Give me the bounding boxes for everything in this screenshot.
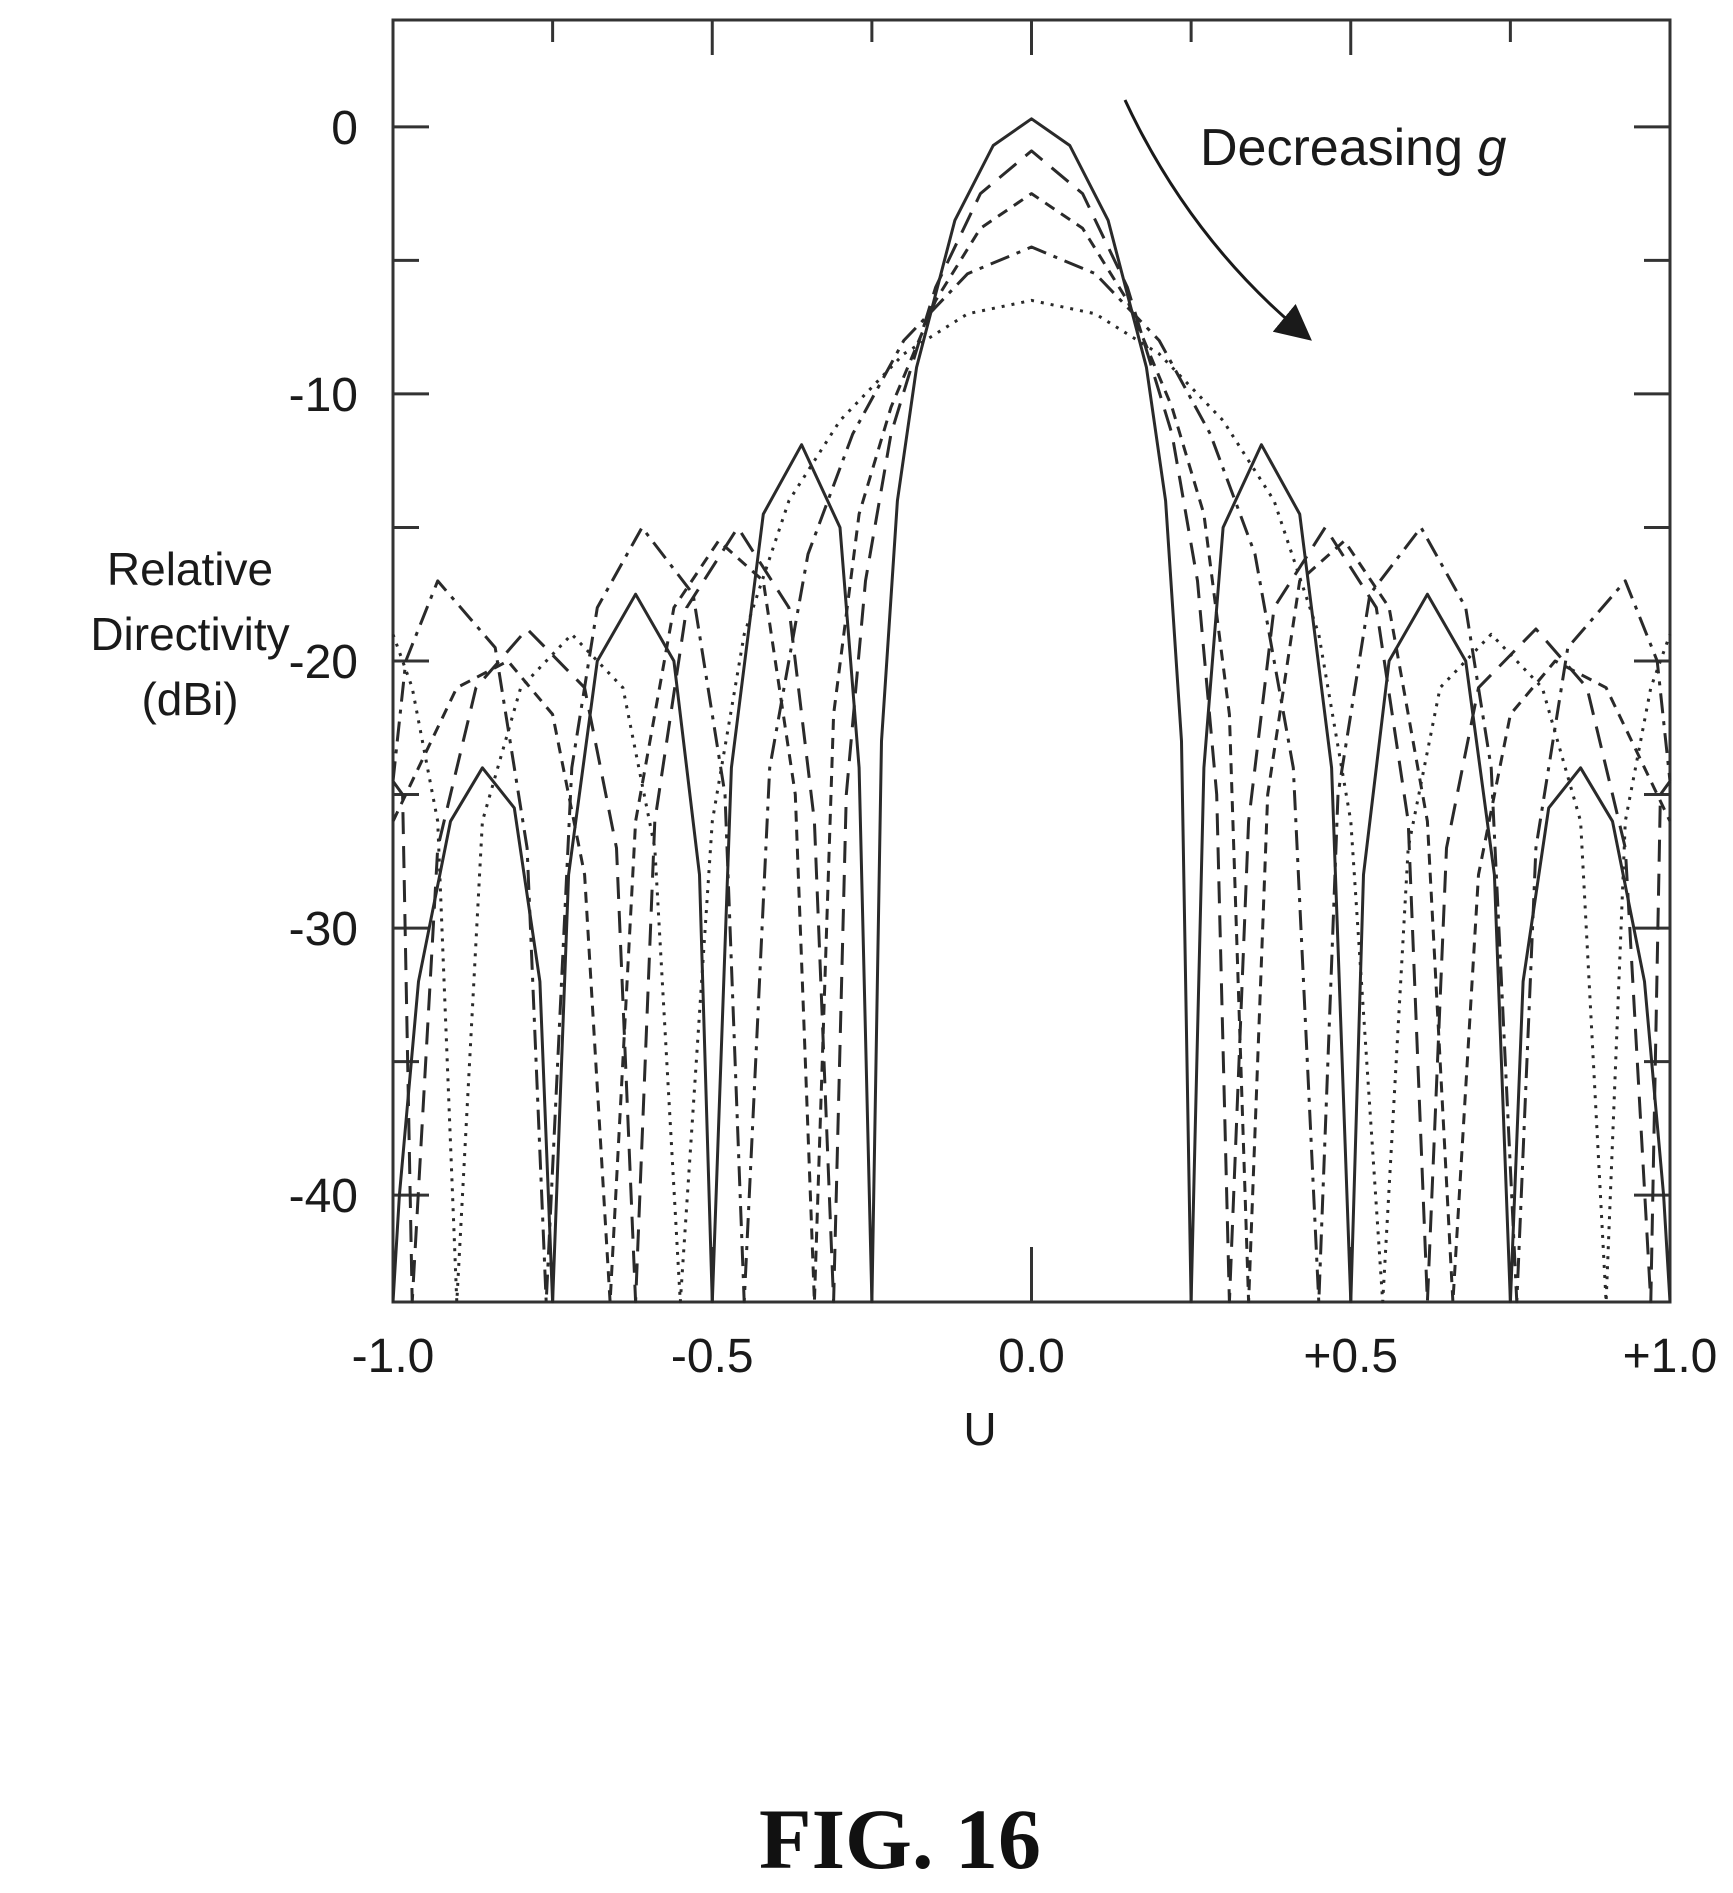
plot-frame <box>391 18 1672 1304</box>
annotation-arrow <box>1123 99 1312 341</box>
series-line-solid <box>391 117 1672 1304</box>
figure-caption: FIG. 16 <box>759 1791 1041 1887</box>
y-axis-title-line-1: Relative <box>107 543 273 595</box>
y-tick-label: -30 <box>289 903 358 956</box>
y-tick-label: -20 <box>289 636 358 689</box>
x-tick-label: -0.5 <box>671 1330 754 1383</box>
x-tick-label: +0.5 <box>1303 1330 1398 1383</box>
annotation-decreasing-g: Decreasing g <box>1200 119 1506 177</box>
y-axis-title-line-2: Directivity <box>90 608 289 660</box>
plot-series <box>391 117 1672 1304</box>
series-line-dashed-short <box>391 192 1672 1304</box>
x-tick-label: +1.0 <box>1623 1330 1718 1383</box>
axis-tick-labels: 0 -10 -20 -30 -40 -1.0 -0.5 0.0 +0.5 +1.0 <box>289 102 1718 1383</box>
x-axis-title: U <box>963 1403 996 1455</box>
series-line-dashed-long <box>391 149 1672 1304</box>
y-tick-label: 0 <box>331 102 358 155</box>
series-line-dash-dot <box>391 245 1672 1304</box>
y-tick-label: -10 <box>289 369 358 422</box>
x-tick-label: 0.0 <box>998 1330 1065 1383</box>
y-axis-title-line-3: (dBi) <box>141 673 238 725</box>
y-tick-label: -40 <box>289 1170 358 1223</box>
series-line-dotted <box>391 298 1672 1304</box>
axis-ticks <box>391 20 1672 1302</box>
x-tick-label: -1.0 <box>352 1330 435 1383</box>
